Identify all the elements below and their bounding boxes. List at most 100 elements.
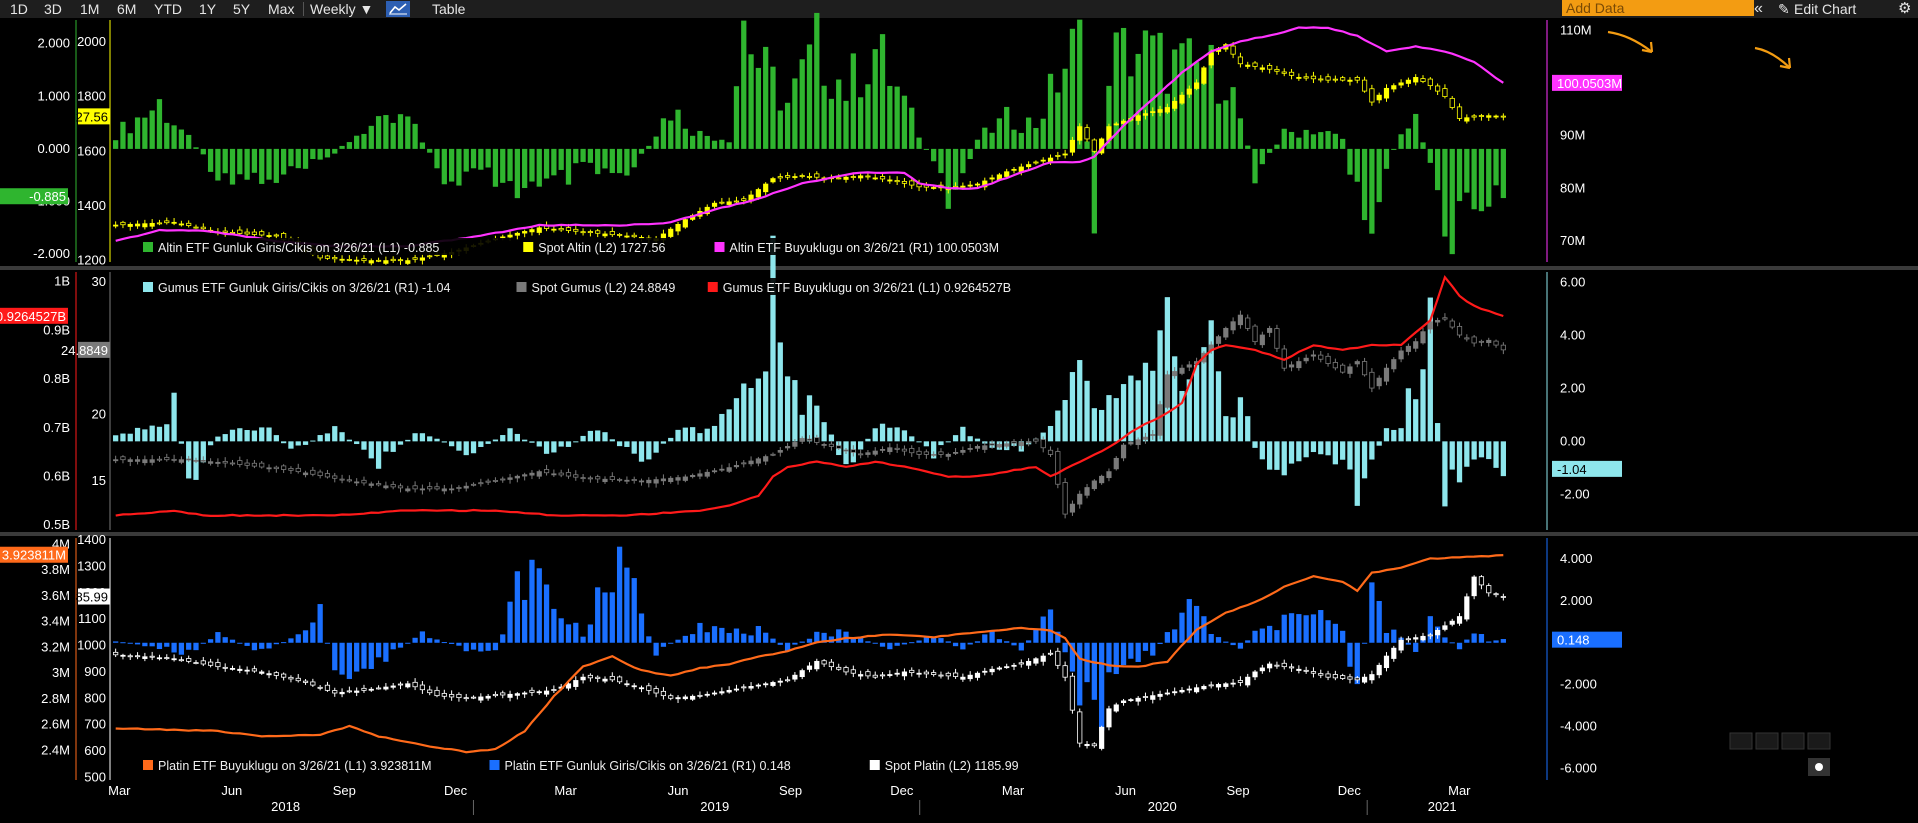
price-candle-body	[726, 467, 732, 472]
flow-bar	[1099, 642, 1105, 731]
x-month-label: Jun	[668, 783, 689, 798]
price-candle-body	[763, 456, 769, 462]
price-candle-body	[558, 228, 564, 231]
flow-bar	[1288, 131, 1295, 149]
price-candle-body	[887, 179, 893, 182]
flow-bar	[1215, 371, 1222, 442]
range-6m-button[interactable]: 6M	[117, 1, 137, 17]
flow-bar	[1310, 441, 1317, 453]
flow-bar	[624, 567, 630, 643]
flow-bar	[1062, 642, 1068, 653]
interval-dropdown[interactable]: Weekly ▼	[310, 1, 374, 17]
price-candle-body	[711, 692, 718, 695]
flow-bar	[923, 636, 929, 643]
price-candle-body	[1062, 153, 1068, 156]
price-candle-body	[470, 696, 477, 699]
price-candle-body	[1318, 673, 1324, 676]
price-candle-body	[288, 467, 294, 471]
x-month-label: Sep	[333, 783, 356, 798]
flow-bar	[660, 642, 667, 647]
price-candle-body	[259, 231, 265, 236]
tick-label-L2: 900	[84, 664, 106, 679]
price-candle-body	[843, 449, 849, 452]
range-1m-button[interactable]: 1M	[80, 1, 100, 17]
price-candle-body	[1383, 367, 1390, 382]
flow-bar	[872, 642, 878, 644]
tick-label-L2: 500	[84, 769, 106, 784]
tick-label-L2: 20	[92, 407, 106, 422]
price-candle-body	[1150, 434, 1156, 436]
flow-bar	[324, 433, 331, 442]
flow-bar	[909, 436, 915, 442]
flow-bar	[697, 433, 703, 442]
flow-bar	[1004, 641, 1010, 643]
price-candle-body	[624, 683, 630, 686]
price-candle-body	[1026, 441, 1032, 444]
flow-bar	[573, 441, 579, 443]
flow-bar	[186, 134, 192, 149]
flow-bar	[609, 148, 615, 174]
price-candle-body	[1099, 475, 1105, 484]
flow-bar	[653, 441, 659, 453]
price-candle-body	[1456, 325, 1463, 336]
flow-bar	[120, 433, 126, 442]
price-candle-body	[441, 488, 447, 492]
range-ytd-button[interactable]: YTD	[154, 1, 182, 17]
price-candle-body	[726, 689, 732, 693]
flow-bar	[419, 433, 426, 442]
range-5y-button[interactable]: 5Y	[233, 1, 251, 17]
flow-bar	[668, 642, 674, 644]
flow-bar	[901, 95, 908, 149]
table-button[interactable]: Table	[432, 1, 466, 17]
price-candle-body	[1486, 115, 1492, 118]
last-value-tag: 1727.56	[61, 109, 108, 124]
price-candle-body	[339, 691, 345, 695]
price-candle-body	[383, 485, 389, 489]
flow-bar	[668, 437, 674, 442]
flow-bar	[675, 429, 681, 442]
price-candle-body	[1047, 449, 1054, 455]
flow-bar	[1084, 642, 1090, 683]
price-candle-body	[419, 257, 425, 261]
double-left-icon[interactable]: «	[1754, 0, 1763, 17]
price-candle-body	[427, 486, 433, 490]
tick-label-R1: 4.000	[1560, 551, 1593, 566]
price-candle-body	[587, 477, 593, 480]
price-candle-body	[836, 445, 842, 449]
add-data-input[interactable]	[1562, 0, 1754, 16]
price-candle-body	[1084, 487, 1090, 496]
flow-bar	[412, 123, 418, 149]
price-candle-body	[405, 683, 411, 688]
price-candle-body	[492, 693, 499, 697]
price-candle-body	[273, 234, 279, 237]
price-candle-body	[1230, 321, 1236, 331]
flow-bar	[1391, 429, 1397, 442]
price-candle-body	[229, 668, 236, 670]
flow-bar	[1069, 28, 1076, 149]
line-chart-icon[interactable]	[386, 1, 410, 17]
flow-bar	[492, 439, 499, 442]
price-candle-body	[733, 200, 740, 203]
flow-bar	[522, 599, 528, 643]
price-candle-body	[1435, 629, 1441, 636]
price-candle-body	[543, 469, 550, 474]
price-candle-body	[514, 693, 520, 696]
range-max-button[interactable]: Max	[268, 1, 295, 17]
flow-bar	[1120, 384, 1127, 442]
flow-bar	[1179, 390, 1185, 442]
flow-bar	[982, 127, 988, 149]
flow-bar	[259, 148, 265, 184]
price-candle-body	[113, 459, 119, 462]
price-candle-body	[1318, 354, 1324, 360]
flow-bar	[281, 441, 287, 444]
flow-bar	[1296, 137, 1302, 149]
range-1y-button[interactable]: 1Y	[199, 1, 217, 17]
price-candle-body	[543, 690, 550, 695]
flow-bar	[682, 128, 688, 149]
price-candle-body	[887, 447, 893, 453]
range-3d-button[interactable]: 3D	[44, 1, 62, 17]
flow-bar	[500, 634, 506, 643]
gear-icon[interactable]: ⚙	[1898, 0, 1912, 17]
range-1d-button[interactable]: 1D	[10, 1, 28, 17]
